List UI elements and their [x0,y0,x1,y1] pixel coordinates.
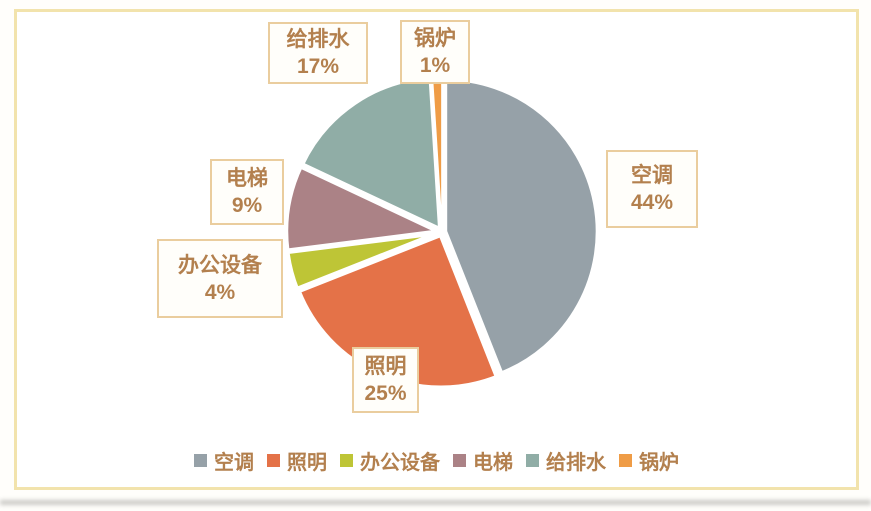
legend-label: 电梯 [473,451,513,474]
data-label-percent: 25% [364,382,407,405]
chart-legend: 空调 照明 办公设备 电梯 给排水 锅炉 [14,446,859,474]
data-label-percent: 44% [630,191,674,214]
data-label-category: 锅炉 [414,27,456,50]
legend-swatch-icon [526,453,539,467]
data-label-percent: 1% [419,54,451,77]
data-label-给排水[interactable]: 给排水 17% [268,22,368,84]
scan-artifact-line [0,500,871,505]
legend-item-空调[interactable]: 空调 [194,446,254,475]
data-label-category: 给排水 [286,28,350,51]
legend-label: 照明 [287,451,327,474]
data-label-照明[interactable]: 照明 25% [352,347,419,413]
data-label-percent: 4% [204,280,236,304]
legend-item-照明[interactable]: 照明 [267,446,327,475]
legend-swatch-icon [453,453,466,467]
legend-label: 锅炉 [639,451,679,474]
data-label-percent: 9% [231,194,263,217]
data-label-锅炉[interactable]: 锅炉 1% [400,20,470,84]
pie-slice-空调[interactable] [442,76,601,376]
data-label-category: 照明 [364,355,407,378]
legend-swatch-icon [340,453,353,467]
legend-label: 给排水 [546,451,606,474]
legend-item-给排水[interactable]: 给排水 [526,446,606,475]
data-label-category: 电梯 [226,167,268,190]
legend-swatch-icon [194,453,207,467]
legend-swatch-icon [619,453,632,467]
data-label-办公设备[interactable]: 办公设备 4% [157,239,283,318]
data-label-空调[interactable]: 空调 44% [606,150,698,228]
data-label-电梯[interactable]: 电梯 9% [210,159,284,225]
pie-slice-电梯[interactable] [283,164,442,253]
data-label-category: 办公设备 [178,253,262,277]
data-label-percent: 17% [296,55,340,78]
legend-item-锅炉[interactable]: 锅炉 [619,446,679,475]
legend-label: 办公设备 [360,451,440,474]
legend-item-办公设备[interactable]: 办公设备 [340,446,440,475]
legend-label: 空调 [214,451,254,474]
data-label-category: 空调 [631,164,673,187]
legend-item-电梯[interactable]: 电梯 [453,446,513,475]
legend-swatch-icon [267,453,280,467]
